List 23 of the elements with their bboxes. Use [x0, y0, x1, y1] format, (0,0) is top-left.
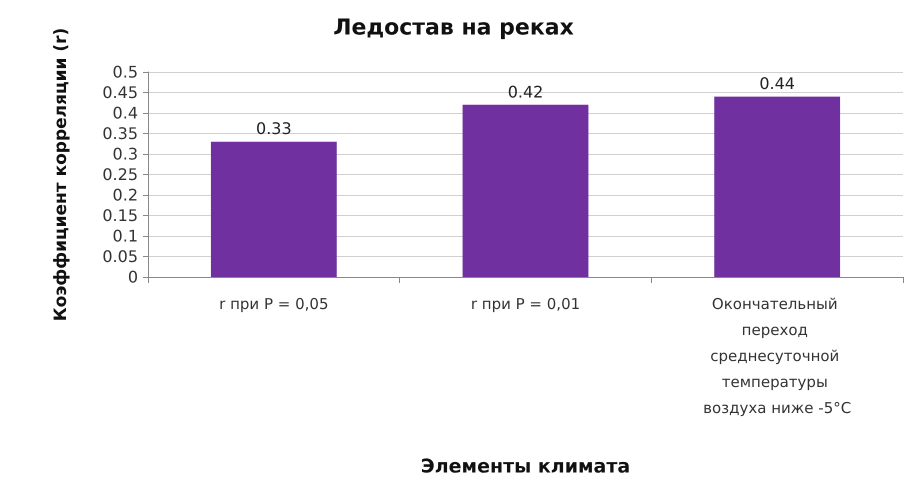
y-tick-label: 0.35	[102, 124, 138, 143]
bar	[462, 104, 588, 277]
data-label: 0.42	[508, 82, 544, 102]
y-tick-label: 0.3	[112, 144, 138, 164]
y-tick-label: 0.45	[102, 83, 138, 102]
x-tick-label: r при Р = 0,05	[219, 295, 329, 313]
y-tick-label: 0.4	[112, 104, 138, 122]
y-tick-label: 0.2	[112, 186, 138, 204]
data-label: 0.44	[759, 74, 795, 94]
data-label: 0.33	[256, 119, 292, 138]
y-tick-label: 0.15	[102, 206, 138, 225]
x-tick-label: Окончательный переход среднесуточной температуры воздуха ниже -5°С	[703, 295, 852, 417]
bar	[714, 96, 840, 277]
y-tick-label: 0	[128, 268, 138, 286]
y-tick-label: 0.25	[102, 165, 138, 184]
bar	[210, 142, 337, 277]
y-axis-title: Коэффициент корреляции (r)	[51, 28, 71, 322]
y-tick-label: 0.5	[112, 62, 138, 82]
y-tick-label: 0.05	[102, 247, 138, 266]
x-tick-label: r при Р = 0,01	[470, 295, 580, 313]
y-tick-label: 0.1	[112, 226, 138, 246]
chart-title: Ледостав на реках	[333, 16, 574, 40]
x-axis-title: Элементы климата	[420, 456, 630, 478]
